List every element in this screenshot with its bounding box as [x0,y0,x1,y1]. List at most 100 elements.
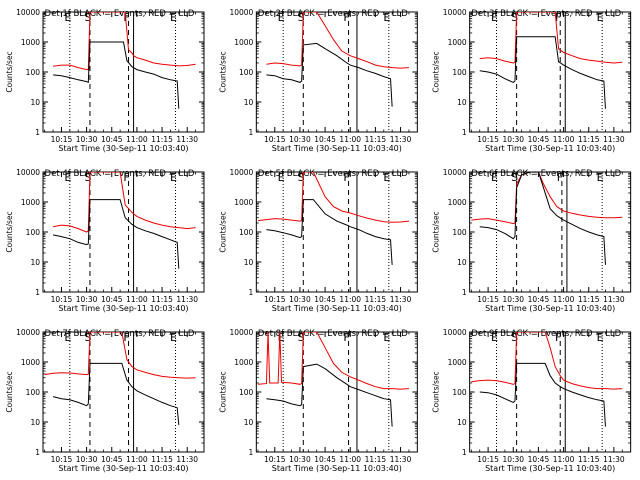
marker-label: S [298,11,305,24]
y-tick-label: 10000 [16,328,40,337]
detector-panel: Det 5f BLACK = Events, RED = LLD 1 10 100 10… [218,168,418,313]
marker-label: F [343,11,349,24]
plot-frame [255,11,418,133]
x-tick-label: 11:30 [603,455,625,464]
x-tick-label: 10:45 [314,455,336,464]
marker-label: E [64,11,71,24]
series-group [257,332,409,427]
events-series-line [266,199,393,265]
series-group [53,12,196,109]
detector-panel: Det 7f BLACK = Events, RED = LLD 1 10 100 10… [5,328,205,473]
x-tick-label: 11:30 [390,455,412,464]
series-group [44,332,196,425]
y-tick-label: 100 [239,388,254,397]
y-axis-label: Counts/sec [432,51,441,92]
lld-series-line [471,172,623,225]
y-axis-label: Counts/sec [432,371,441,412]
y-tick-label: 100 [26,388,41,397]
x-tick-label: 11:15 [151,295,173,304]
marker-label: S [84,171,91,184]
y-tick-label: 10000 [443,8,467,17]
lld-series-line [257,172,409,223]
x-tick-label: 10:30 [502,135,524,144]
marker-label: F [123,331,129,344]
y-tick-label: 1 [249,128,254,137]
marker-label: S [511,11,518,24]
plot-frame [42,11,205,133]
marker-label: E [597,331,604,344]
marker-label: S [511,331,518,344]
y-tick-label: 100 [452,68,467,77]
x-tick-label: 11:15 [578,135,600,144]
x-tick-label: 10:30 [76,135,98,144]
x-tick-label: 11:15 [365,135,387,144]
marker-label: E [170,171,177,184]
y-tick-label: 1 [35,128,40,137]
events-series-line [479,36,606,109]
x-tick-label: 10:45 [314,135,336,144]
y-axis-label: Counts/sec [218,211,227,252]
events-series-line [479,362,606,427]
y-tick-label: 1000 [234,38,253,47]
x-tick-label: 11:00 [339,135,361,144]
detector-panel: Det 8f BLACK = Events, RED = LLD 1 10 100 10… [218,328,418,473]
y-axis-label: Counts/sec [5,51,14,92]
y-tick-label: 1 [462,288,467,297]
x-tick-label: 10:15 [264,455,286,464]
series-group [257,172,409,265]
x-tick-label: 11:30 [603,295,625,304]
lld-series-line [44,332,196,379]
y-tick-label: 10 [457,98,467,107]
x-tick-label: 10:15 [477,455,499,464]
marker-label: E [597,11,604,24]
x-tick-label: 11:30 [390,135,412,144]
x-tick-label: 10:45 [528,135,550,144]
events-series-line [53,41,180,109]
events-series-line [266,363,393,427]
y-tick-label: 100 [239,228,254,237]
y-tick-label: 100 [239,68,254,77]
x-tick-label: 11:15 [365,455,387,464]
lld-series-line [471,332,623,390]
detector-panel: Det 4f BLACK = Events, RED = LLD 1 10 100 10… [5,168,205,313]
y-tick-label: 10000 [443,168,467,177]
plot-frame [469,171,632,293]
x-tick-label: 10:30 [502,455,524,464]
y-tick-label: 100 [452,228,467,237]
lld-series-line [266,12,409,69]
x-tick-label: 10:30 [289,295,311,304]
y-tick-label: 10000 [443,328,467,337]
y-tick-label: 1 [35,288,40,297]
y-tick-label: 1000 [21,358,40,367]
detector-panel: Det 9f BLACK = Events, RED = LLD 1 10 100 10… [432,328,632,473]
x-axis-label: Start Time (30-Sep-11 10:03:40) [58,464,188,473]
marker-label: F [123,11,129,24]
y-tick-label: 1000 [234,198,253,207]
y-tick-label: 1000 [448,358,467,367]
y-tick-label: 100 [26,228,41,237]
series-group [471,332,623,427]
y-tick-label: 10000 [16,8,40,17]
x-tick-label: 11:00 [126,455,148,464]
y-tick-label: 10000 [229,328,253,337]
marker-label: E [64,331,71,344]
series-group [266,12,409,107]
events-series-line [266,42,393,107]
panel-title: Det 4f BLACK = Events, RED = LLD [45,169,195,179]
x-tick-label: 11:00 [553,135,575,144]
marker-label: F [343,171,349,184]
y-tick-label: 10 [30,258,40,267]
x-tick-label: 10:15 [264,295,286,304]
marker-label: F [557,171,563,184]
panel-title: Det 9f BLACK = Events, RED = LLD [471,329,621,339]
x-tick-label: 11:00 [126,295,148,304]
x-tick-label: 10:45 [528,295,550,304]
x-tick-label: 10:15 [51,135,73,144]
x-tick-label: 10:15 [477,135,499,144]
marker-label: E [383,171,390,184]
x-tick-label: 11:15 [151,135,173,144]
x-tick-label: 11:30 [176,295,198,304]
plot-frame [42,331,205,453]
y-tick-label: 10 [244,258,254,267]
